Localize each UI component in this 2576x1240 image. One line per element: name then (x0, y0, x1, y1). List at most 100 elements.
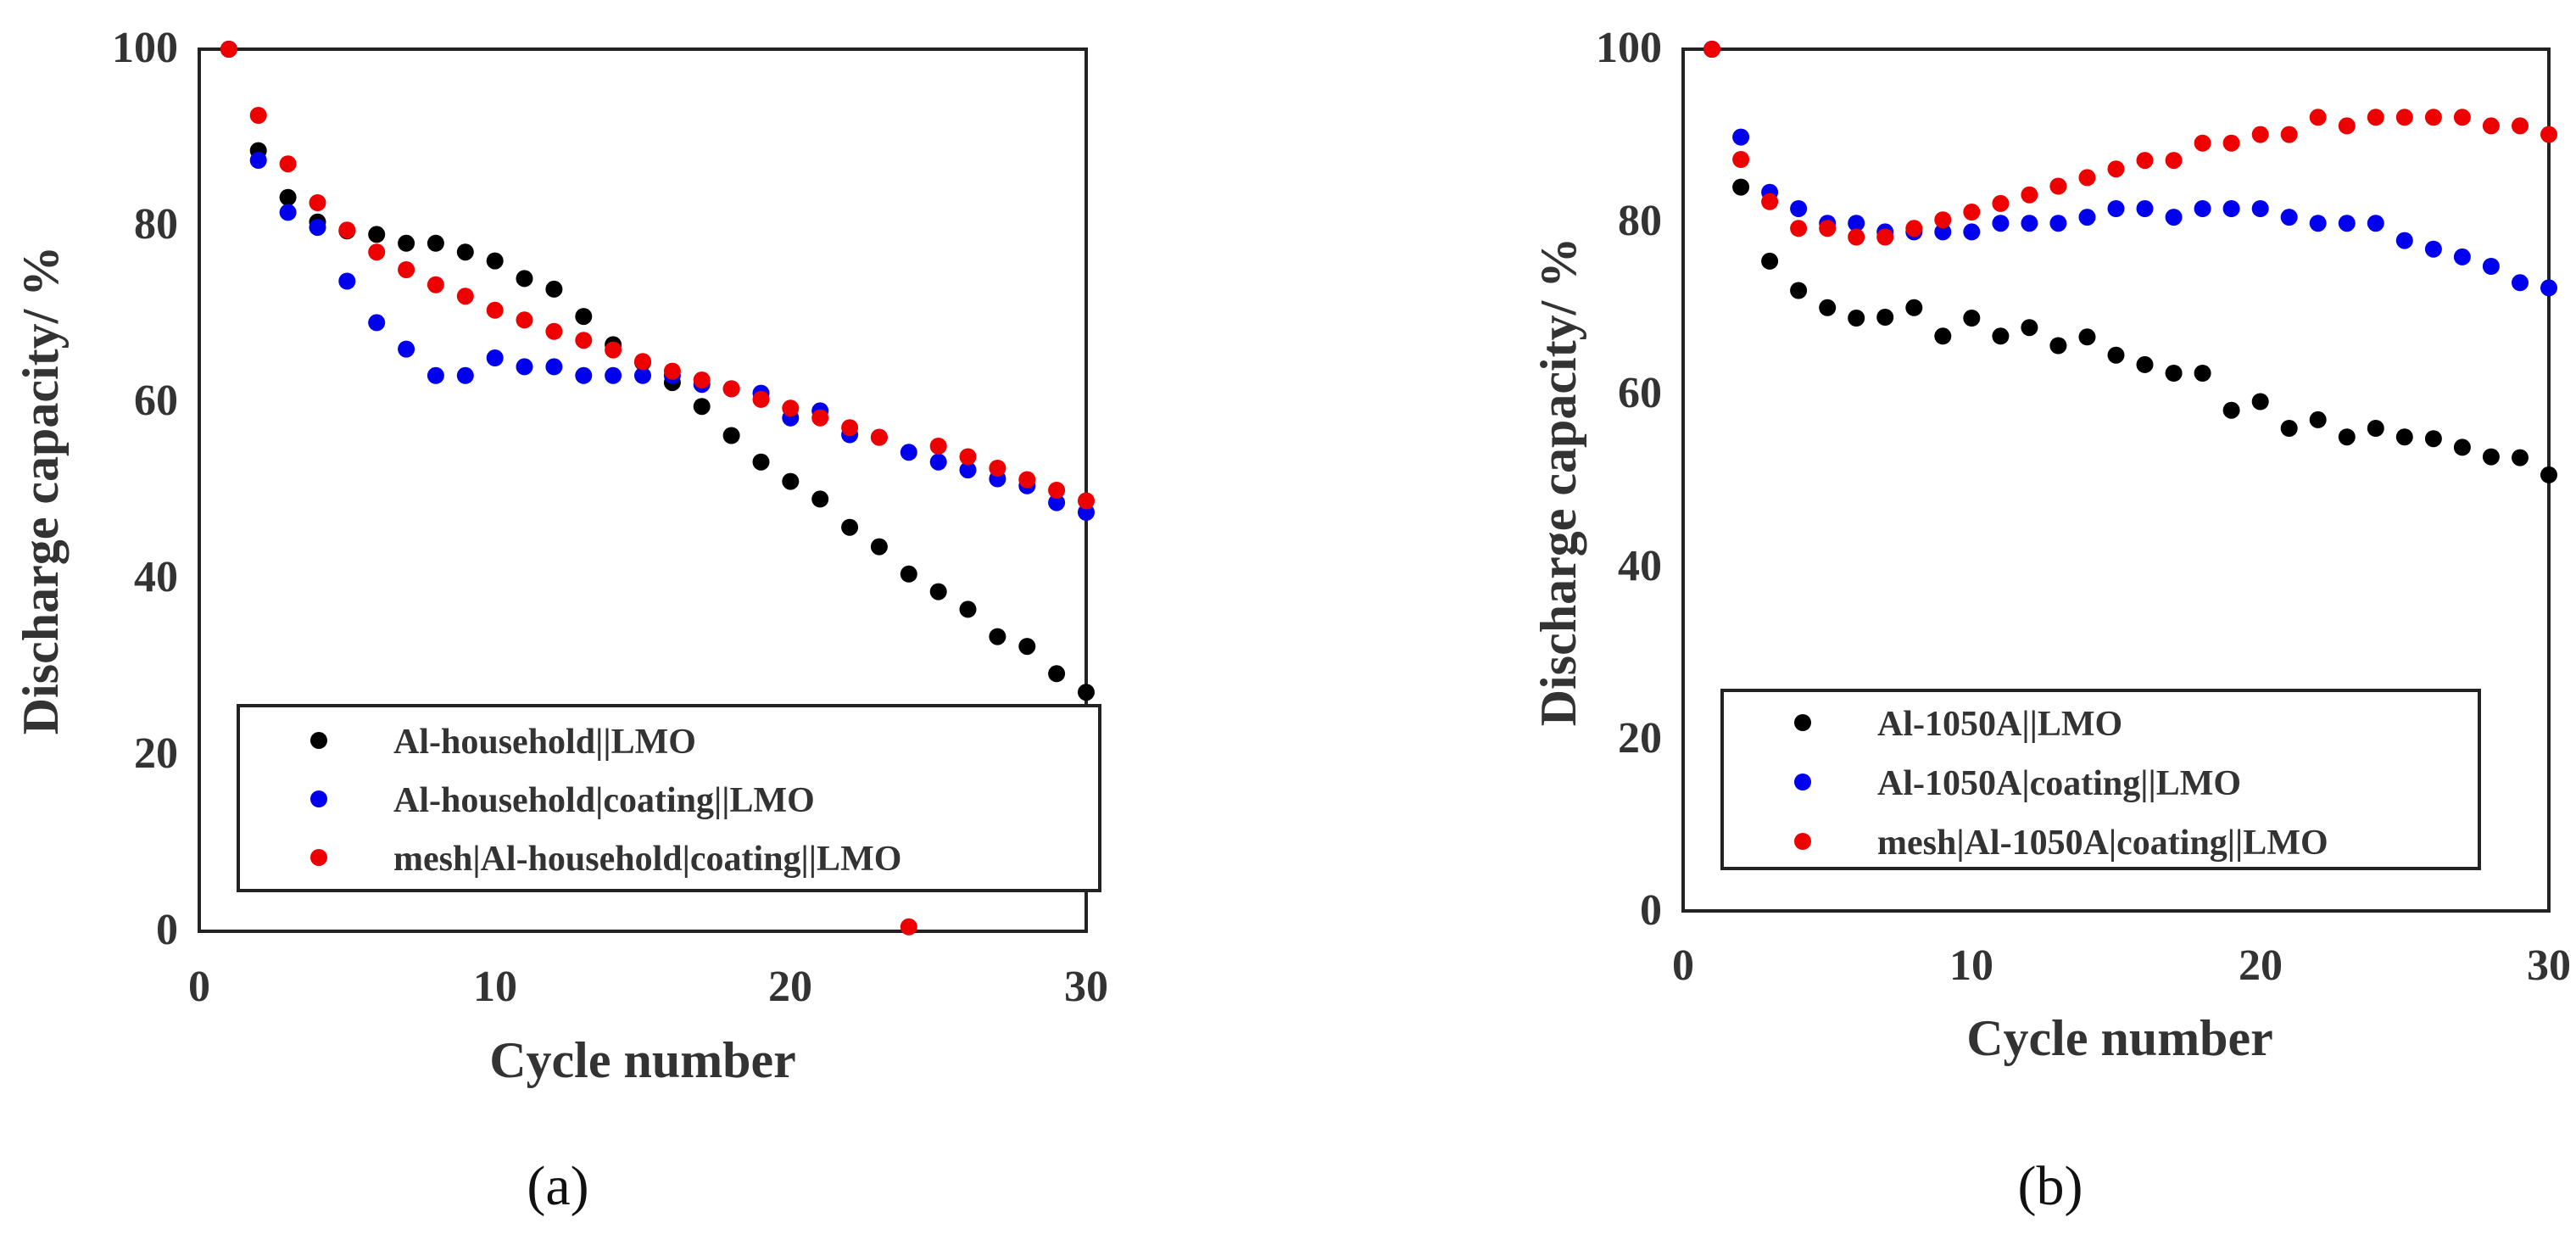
data-point-a-black-cycle-21 (811, 490, 829, 508)
data-point-a-black-cycle-3 (279, 188, 297, 206)
data-point-b-black-cycle-19 (2222, 401, 2240, 419)
data-point-b-red-cycle-19 (2222, 134, 2240, 152)
data-point-b-blue-cycle-10 (1963, 223, 1981, 241)
data-point-b-blue-cycle-6 (1848, 215, 1865, 232)
data-point-b-red-cycle-2 (1732, 151, 1750, 168)
data-point-a-blue-cycle-26 (959, 461, 977, 479)
data-point-a-red-cycle-3 (279, 155, 297, 173)
data-point-b-blue-cycle-15 (2107, 200, 2125, 217)
data-point-b-blue-cycle-18 (2194, 200, 2211, 217)
data-point-a-black-cycle-19 (752, 453, 770, 471)
data-point-a-red-cycle-4 (309, 194, 326, 211)
data-point-b-blue-cycle-16 (2136, 200, 2154, 217)
data-point-a-black-cycle-28 (1018, 638, 1036, 656)
data-point-a-black-cycle-8 (427, 234, 444, 252)
data-point-b-red-cycle-18 (2194, 134, 2211, 152)
data-point-b-black-cycle-12 (2021, 319, 2038, 337)
data-point-a-red-cycle-1 (220, 41, 237, 58)
data-point-b-red-cycle-27 (2453, 109, 2471, 126)
y-tick-label-b-0: 0 (1640, 886, 1662, 935)
data-point-b-blue-cycle-13 (2049, 215, 2067, 232)
legend-marker-b-red (1794, 833, 1811, 850)
data-point-a-black-cycle-26 (959, 600, 977, 618)
data-point-a-red-cycle-25 (929, 438, 947, 455)
data-points-b (1703, 41, 2557, 483)
data-point-b-blue-cycle-24 (2367, 215, 2384, 232)
data-point-a-blue-cycle-3 (279, 204, 297, 221)
legend-label-a-household: Al-household||LMO (393, 723, 696, 762)
data-point-b-blue-cycle-26 (2424, 240, 2442, 258)
x-tick-label-a-10: 10 (473, 963, 517, 1011)
data-point-b-black-cycle-2 (1732, 178, 1750, 196)
data-point-a-red-cycle-9 (456, 288, 474, 305)
data-point-a-blue-cycle-9 (456, 366, 474, 384)
data-point-b-red-cycle-12 (2021, 186, 2038, 204)
data-point-a-blue-cycle-6 (368, 314, 386, 332)
data-point-a-blue-cycle-4 (309, 219, 326, 237)
data-point-a-blue-cycle-14 (605, 366, 622, 384)
data-point-b-red-cycle-17 (2165, 152, 2183, 170)
data-point-b-red-cycle-8 (1905, 220, 1923, 237)
data-point-b-blue-cycle-17 (2165, 209, 2183, 226)
y-tick-label-a-60: 60 (134, 377, 178, 425)
panel-label-b: (b) (2018, 1155, 2083, 1217)
data-point-a-red-cycle-10 (486, 301, 504, 319)
panel-label-a: (a) (527, 1155, 588, 1217)
data-point-b-black-cycle-3 (1761, 252, 1779, 270)
data-point-a-black-cycle-24 (900, 565, 917, 583)
data-point-b-blue-cycle-4 (1790, 200, 1808, 217)
data-point-a-red-cycle-26 (959, 448, 977, 466)
data-point-b-red-cycle-10 (1963, 204, 1981, 221)
data-point-b-red-cycle-22 (2309, 109, 2327, 126)
data-point-b-black-cycle-24 (2367, 420, 2384, 437)
y-axis-label-a: Discharge capacity/ % (13, 246, 69, 735)
data-point-b-black-cycle-17 (2165, 365, 2183, 382)
chart-panel-a: 0 20 40 60 80 100 0 10 20 30 Cycle numbe… (13, 24, 1108, 1217)
legend-b: Al-1050A||LMO Al-1050A|coating||LMO mesh… (1720, 689, 2481, 870)
data-point-a-red-cycle-18 (722, 380, 740, 398)
data-point-a-black-cycle-17 (693, 398, 711, 416)
y-axis-label-b: Discharge capacity/ % (1531, 237, 1586, 727)
legend-label-a-coating: Al-household|coating||LMO (393, 781, 815, 820)
data-point-a-black-cycle-22 (841, 518, 859, 536)
data-point-b-black-cycle-18 (2194, 365, 2211, 382)
data-point-b-black-cycle-5 (1819, 299, 1837, 316)
data-point-a-red-cycle-7 (398, 261, 415, 278)
data-point-b-blue-cycle-29 (2512, 274, 2529, 292)
data-point-b-black-cycle-15 (2107, 346, 2125, 364)
data-point-a-black-cycle-29 (1048, 665, 1066, 683)
legend-box-b (1720, 689, 2481, 870)
legend-marker-b-blue (1794, 774, 1811, 790)
y-tick-label-b-20: 20 (1618, 714, 1662, 762)
data-point-b-red-cycle-5 (1819, 220, 1837, 237)
data-point-a-red-cycle-23 (870, 428, 888, 446)
data-points-a (220, 41, 1095, 936)
legend-label-a-mesh: mesh|Al-household|coating||LMO (393, 840, 901, 879)
data-point-b-black-cycle-28 (2482, 448, 2500, 466)
x-tick-label-b-20: 20 (2239, 941, 2283, 990)
data-point-a-black-cycle-11 (516, 270, 533, 288)
data-point-a-black-cycle-13 (575, 308, 593, 326)
data-point-a-red-cycle-30 (1078, 492, 1095, 510)
data-point-a-blue-cycle-11 (516, 358, 533, 376)
data-point-b-black-cycle-23 (2338, 428, 2356, 446)
data-point-b-red-cycle-28 (2482, 117, 2500, 135)
data-point-b-red-cycle-6 (1848, 228, 1865, 246)
x-tick-label-a-0: 0 (188, 963, 210, 1011)
data-point-b-red-cycle-3 (1761, 193, 1779, 210)
data-point-b-black-cycle-7 (1876, 309, 1894, 326)
x-tick-label-a-30: 30 (1064, 963, 1108, 1011)
data-point-b-red-cycle-14 (2078, 169, 2096, 187)
y-tick-label-b-80: 80 (1618, 197, 1662, 245)
data-point-b-red-cycle-26 (2424, 109, 2442, 126)
data-point-b-blue-cycle-14 (2078, 209, 2096, 226)
data-point-b-red-cycle-25 (2395, 109, 2413, 126)
data-point-a-black-cycle-7 (398, 234, 415, 252)
data-point-a-black-cycle-6 (368, 226, 386, 243)
data-point-b-black-cycle-13 (2049, 337, 2067, 355)
data-point-a-blue-cycle-12 (545, 358, 563, 376)
data-point-a-blue-cycle-15 (634, 366, 651, 384)
y-tick-label-b-40: 40 (1618, 542, 1662, 590)
data-point-b-red-cycle-20 (2251, 126, 2269, 143)
